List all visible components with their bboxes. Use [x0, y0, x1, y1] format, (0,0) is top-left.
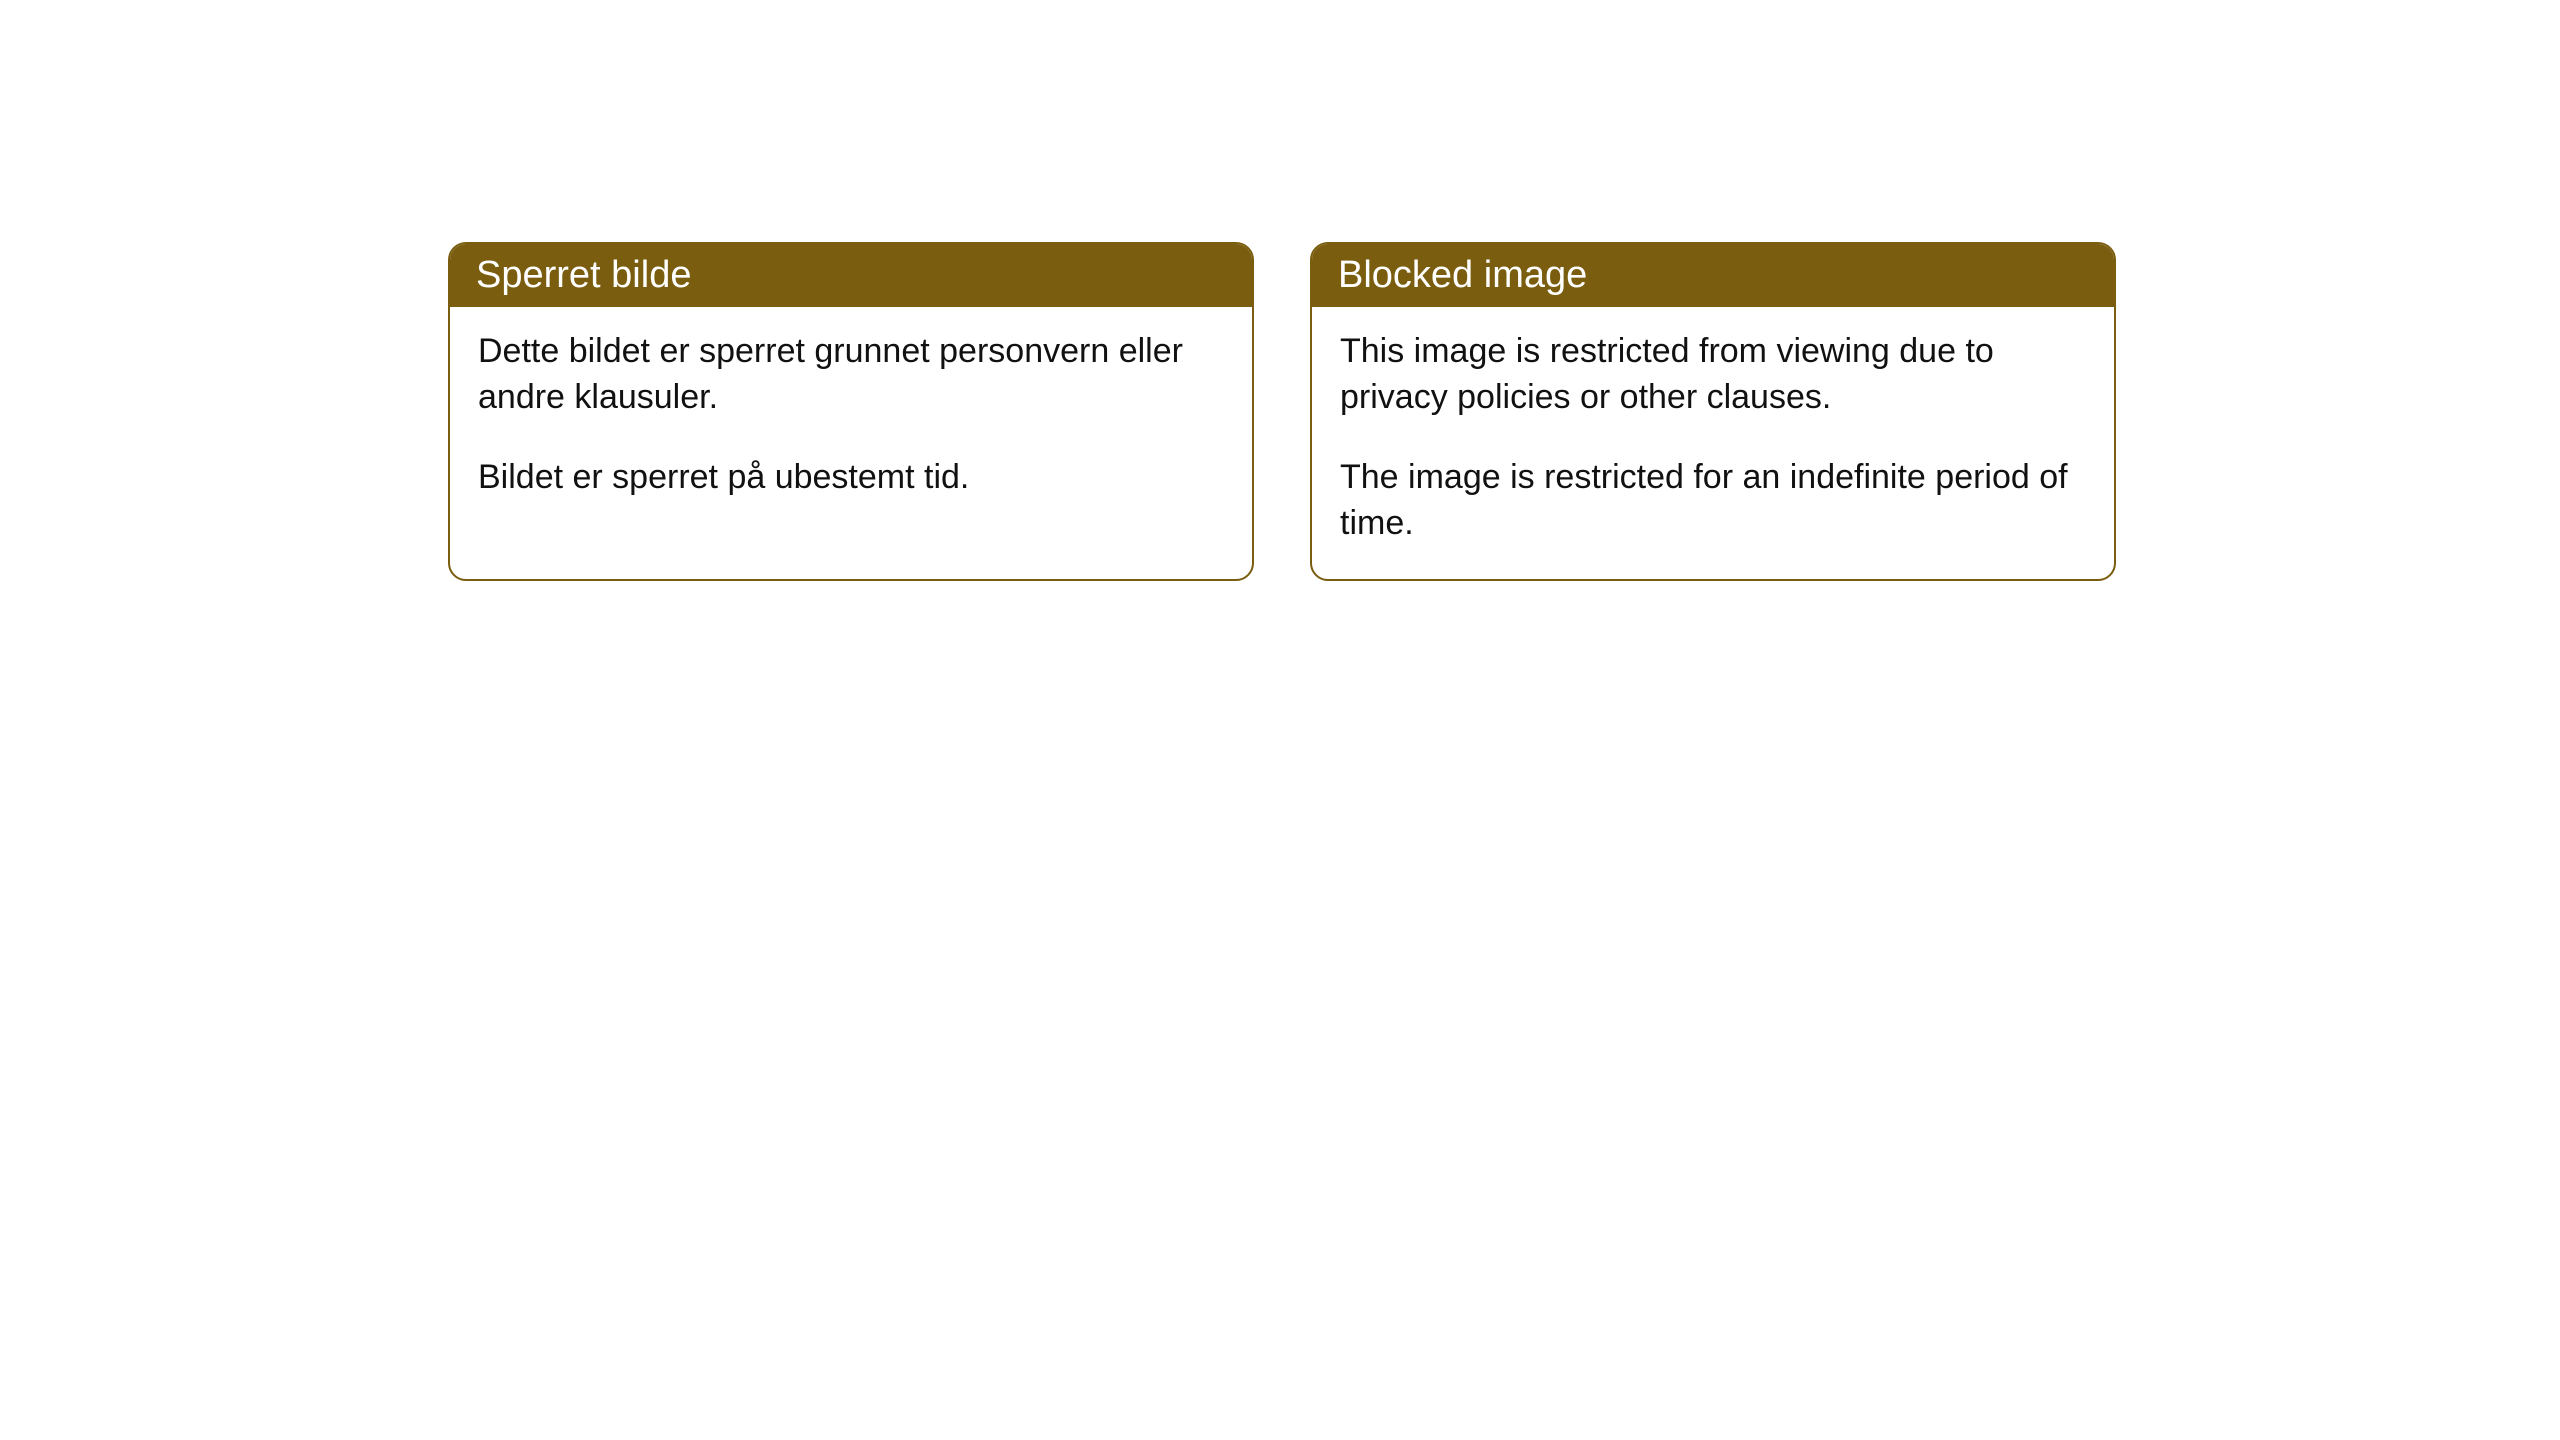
card-body: Dette bildet er sperret grunnet personve…: [450, 307, 1252, 533]
card-body: This image is restricted from viewing du…: [1312, 307, 2114, 579]
blocked-image-card-no: Sperret bilde Dette bildet er sperret gr…: [448, 242, 1254, 581]
card-paragraph-2: The image is restricted for an indefinit…: [1340, 455, 2086, 547]
notice-cards-container: Sperret bilde Dette bildet er sperret gr…: [0, 0, 2560, 581]
card-title: Blocked image: [1338, 254, 1587, 296]
card-title: Sperret bilde: [476, 254, 691, 296]
card-header: Sperret bilde: [450, 244, 1252, 307]
card-paragraph-2: Bildet er sperret på ubestemt tid.: [478, 455, 1224, 501]
card-paragraph-1: This image is restricted from viewing du…: [1340, 329, 2086, 421]
blocked-image-card-en: Blocked image This image is restricted f…: [1310, 242, 2116, 581]
card-header: Blocked image: [1312, 244, 2114, 307]
card-paragraph-1: Dette bildet er sperret grunnet personve…: [478, 329, 1224, 421]
